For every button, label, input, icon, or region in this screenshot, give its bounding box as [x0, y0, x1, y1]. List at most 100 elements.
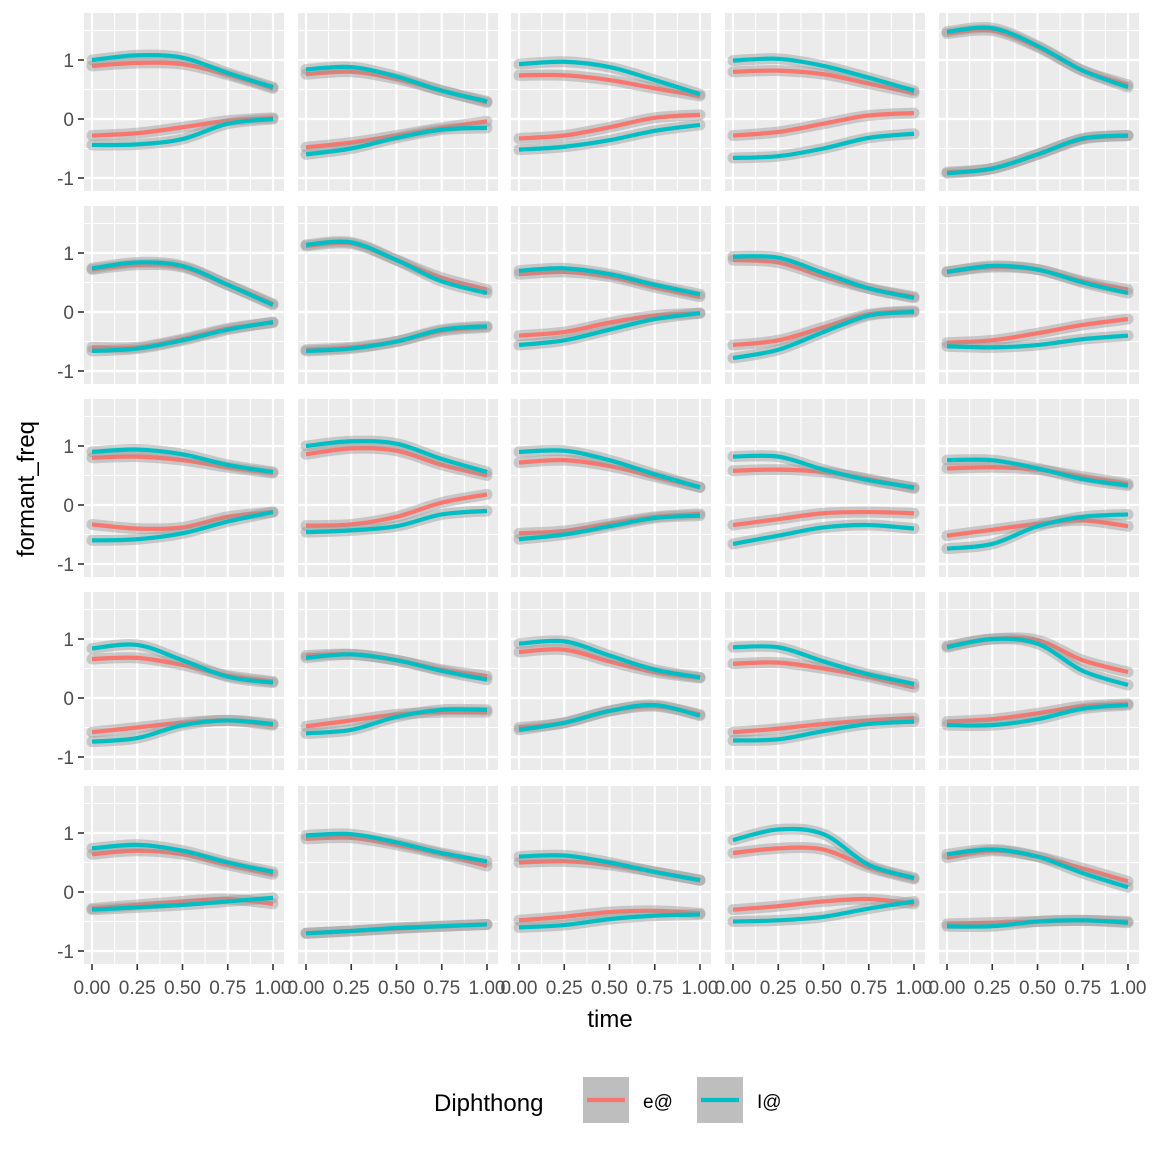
series-line-e@-f2 — [518, 908, 701, 923]
series-line-I@-f2 — [518, 311, 701, 348]
facet-panel-2-2 — [298, 206, 498, 384]
series-line-e@-f1 — [518, 269, 701, 299]
x-tick-label: 1.00 — [1110, 978, 1147, 999]
series-line-I@-f2 — [732, 522, 915, 547]
facet-panel-2-3 — [511, 206, 711, 384]
facet-panel-5-2 — [298, 786, 498, 964]
legend-item-I@: I@ — [697, 1077, 782, 1123]
y-axis-title: formant_freq — [13, 421, 40, 557]
series-line-I@-f2 — [518, 513, 701, 542]
x-tick-label: 0.75 — [209, 978, 246, 999]
y-tick-label: -1 — [57, 555, 74, 576]
facet-panel-1-4 — [725, 13, 925, 191]
series-line-I@-f1 — [946, 457, 1129, 488]
x-tick-label: 0.25 — [333, 978, 370, 999]
series-line-I@-f2 — [946, 918, 1129, 929]
series-line-I@-f2 — [518, 122, 701, 152]
series-line-e@-f2 — [305, 492, 488, 528]
y-tick-label: -1 — [57, 362, 74, 383]
facet-panel-3-5 — [939, 399, 1139, 577]
x-tick-label: 0.50 — [164, 978, 201, 999]
panel-background — [939, 206, 1139, 384]
facet-panel-1-3 — [511, 13, 711, 191]
series-line-I@-f2 — [91, 718, 274, 744]
series-line-e@-f1 — [305, 445, 488, 478]
series-line-I@-f2 — [305, 922, 488, 936]
series-line-I@-f2 — [946, 702, 1129, 728]
series-line-e@-f2 — [946, 316, 1129, 345]
facet-panel-2-5 — [939, 206, 1139, 384]
series-line-I@-f2 — [732, 309, 915, 361]
series-line-I@-f2 — [91, 319, 274, 354]
series-line-I@-f1 — [518, 448, 701, 490]
series-line-e@-f1 — [91, 848, 274, 877]
series-line-I@-f2 — [305, 125, 488, 157]
x-tick-label: 1.00 — [896, 978, 933, 999]
series-line-I@-f2 — [946, 512, 1129, 551]
series-line-I@-f1 — [518, 266, 701, 297]
series-line-I@-f2 — [732, 899, 915, 924]
x-tick-label: 0.75 — [423, 978, 460, 999]
legend-title: Diphthong — [434, 1090, 543, 1117]
facet-panel-3-1 — [84, 399, 284, 577]
facet-panel-4-3 — [511, 592, 711, 770]
x-tick-label: 0.50 — [1019, 978, 1056, 999]
series-line-I@-f1 — [518, 853, 701, 883]
series-line-I@-f2 — [91, 895, 274, 912]
x-tick-label: 1.00 — [682, 978, 719, 999]
facet-panel-1-1 — [84, 13, 284, 191]
y-tick-label: 1 — [63, 630, 74, 651]
series-line-I@-f2 — [946, 333, 1129, 350]
x-tick-label: 0.00 — [288, 978, 325, 999]
facet-panel-5-4 — [725, 786, 925, 964]
series-line-I@-f1 — [732, 453, 915, 490]
series-line-I@-f2 — [732, 719, 915, 743]
x-axis-title: time — [587, 1006, 632, 1033]
series-line-I@-f2 — [91, 116, 274, 148]
series-line-I@-f1 — [305, 64, 488, 104]
series-line-e@-f2 — [732, 111, 915, 138]
legend: Diphthong e@ I@ — [434, 1077, 782, 1123]
panel-background — [298, 399, 498, 577]
facet-panel-3-3 — [511, 399, 711, 577]
series-line-I@-f1 — [946, 25, 1129, 90]
series-line-e@-f2 — [305, 119, 488, 150]
series-line-I@-f1 — [518, 59, 701, 97]
series-line-I@-f1 — [305, 652, 488, 682]
x-tick-label: 0.50 — [805, 978, 842, 999]
facet-panel-5-1 — [84, 786, 284, 964]
series-line-I@-f2 — [305, 707, 488, 736]
facet-panel-4-5 — [939, 592, 1139, 770]
panel-background — [84, 13, 284, 191]
series-line-I@-f1 — [305, 831, 488, 864]
series-line-e@-f1 — [732, 660, 915, 690]
series-line-I@-f1 — [91, 260, 274, 307]
x-tick-label: 0.75 — [636, 978, 673, 999]
facet-panel-4-1 — [84, 592, 284, 770]
x-tick-label: 0.25 — [119, 978, 156, 999]
series-line-I@-f2 — [732, 131, 915, 161]
series-line-I@-f2 — [518, 912, 701, 930]
series-line-I@-f1 — [518, 638, 701, 680]
series-line-I@-f1 — [91, 52, 274, 90]
y-tick-label: 1 — [63, 51, 74, 72]
facet-panel-3-4 — [725, 399, 925, 577]
facet-panel-5-3 — [511, 786, 711, 964]
series-line-I@-f1 — [305, 239, 488, 296]
y-tick-label: -1 — [57, 942, 74, 963]
legend-label: e@ — [643, 1092, 673, 1113]
series-line-I@-f1 — [946, 263, 1129, 296]
y-tick-label: -1 — [57, 748, 74, 769]
facet-panel-1-2 — [298, 13, 498, 191]
y-tick-label: 0 — [63, 496, 74, 517]
series-line-e@-f2 — [518, 311, 701, 338]
x-tick-label: 0.75 — [1064, 978, 1101, 999]
y-tick-label: 1 — [63, 244, 74, 265]
facet-panel-5-5 — [939, 786, 1139, 964]
series-line-I@-f1 — [732, 826, 915, 880]
x-tick-label: 0.00 — [74, 978, 111, 999]
series-line-I@-f1 — [732, 644, 915, 686]
x-tick-label: 0.25 — [974, 978, 1011, 999]
series-line-I@-f1 — [946, 636, 1129, 688]
